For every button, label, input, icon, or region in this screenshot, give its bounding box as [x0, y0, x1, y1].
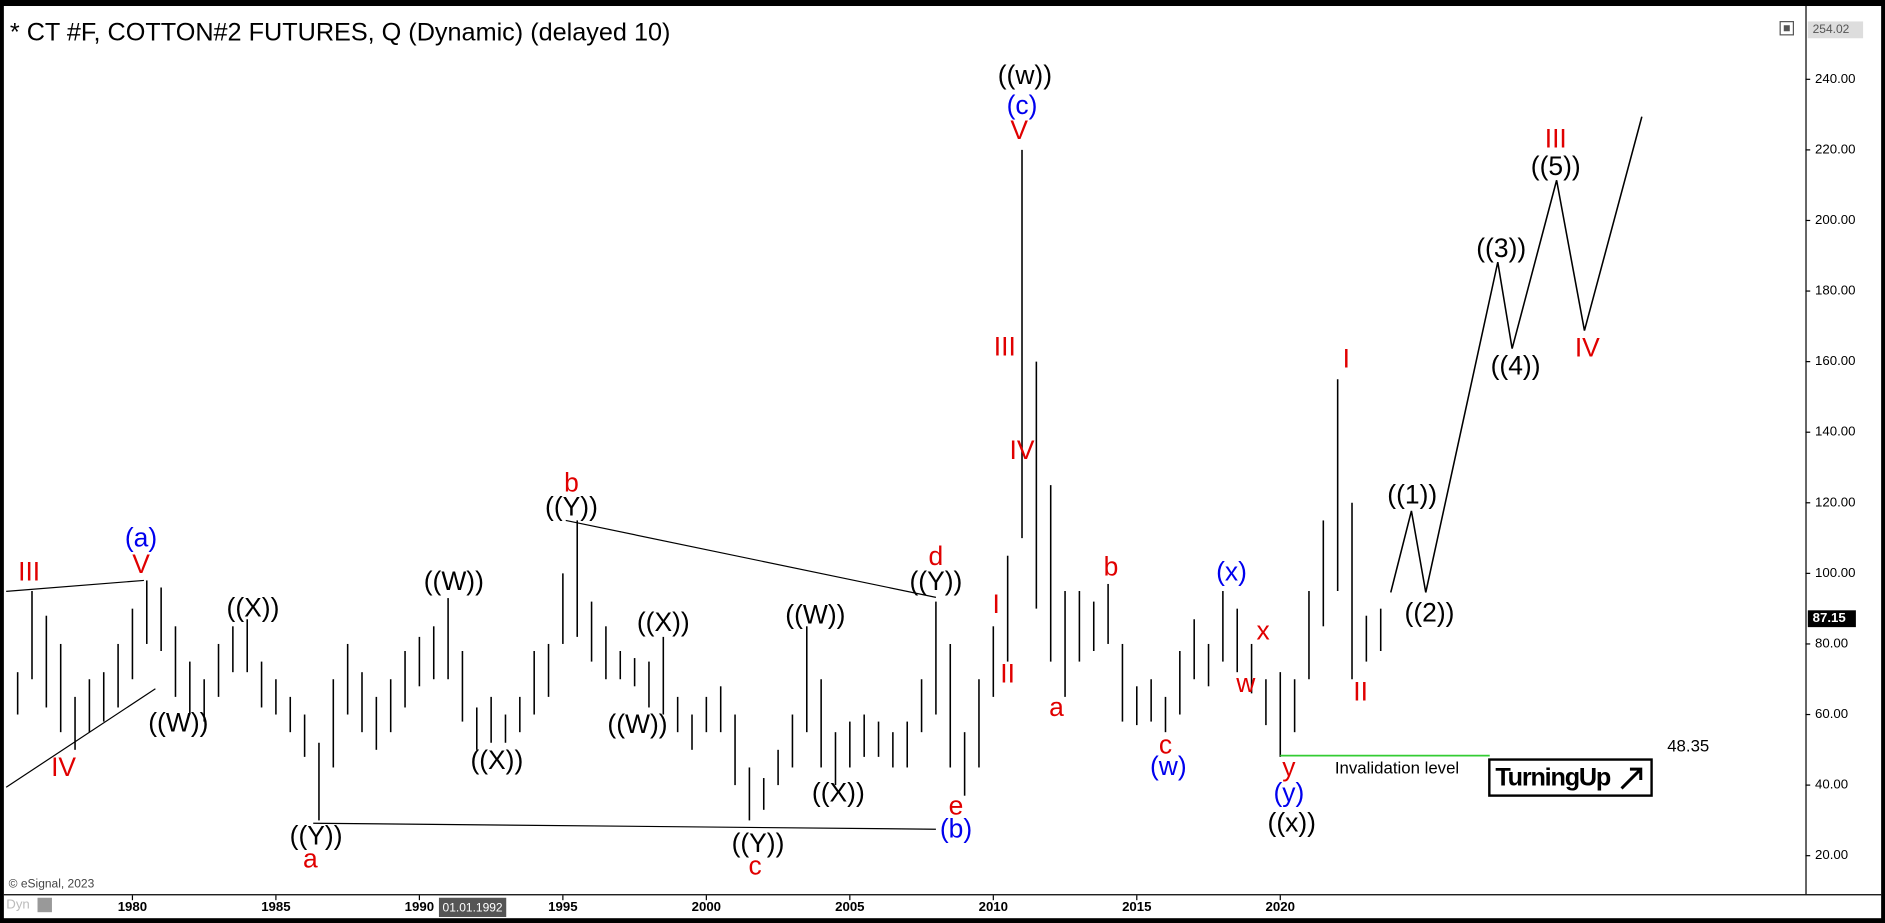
corner-label: Dyn [6, 896, 30, 911]
x-tick-label: 2000 [692, 899, 721, 914]
wave-label: II [1000, 658, 1015, 688]
y-tick-label: 60.00 [1815, 706, 1848, 721]
x-tick-label: 2015 [1122, 899, 1151, 914]
y-tick-label: 240.00 [1815, 71, 1855, 86]
trendline [5, 688, 156, 788]
chart-title: * CT #F, COTTON#2 FUTURES, Q (Dynamic) (… [10, 18, 671, 46]
x-tick-label: 1995 [548, 899, 577, 914]
y-tick-label: 20.00 [1815, 847, 1848, 862]
wave-label: ((w)) [998, 60, 1052, 90]
wave-label: b [564, 467, 579, 497]
wave-label: ((X)) [637, 607, 690, 637]
wave-label: ((Y)) [545, 491, 598, 521]
corner-icon [37, 897, 52, 913]
window-icon[interactable] [1779, 21, 1794, 36]
wave-label: I [993, 589, 1000, 619]
y-tick-label: 160.00 [1815, 353, 1855, 368]
logo: TurningUp [1488, 758, 1653, 797]
wave-label: II [1353, 676, 1368, 706]
y-tick-label: 200.00 [1815, 212, 1855, 227]
wave-label: ((W)) [424, 566, 484, 596]
trendline [565, 519, 937, 598]
x-tick-label: 2020 [1266, 899, 1295, 914]
wave-label: III [994, 332, 1016, 362]
window-icon-inner [1783, 25, 1790, 32]
trendline [6, 579, 144, 592]
y-tick-label: 140.00 [1815, 424, 1855, 439]
wave-label: IV [1575, 333, 1600, 363]
x-tick-label: 2010 [979, 899, 1008, 914]
wave-label: ((5)) [1531, 151, 1581, 181]
y-tick-label: 120.00 [1815, 494, 1855, 509]
source-note: © eSignal, 2023 [9, 877, 95, 891]
wave-label: y [1282, 752, 1296, 782]
wave-label: ((Y)) [732, 828, 785, 858]
wave-label: ((4)) [1491, 351, 1541, 381]
wave-label: c [749, 851, 762, 881]
wave-label: (w) [1150, 751, 1187, 781]
wave-label: ((3)) [1476, 233, 1526, 263]
wave-label: ((X)) [470, 745, 523, 775]
wave-label: IV [51, 752, 76, 782]
top-price-label: 254.02 [1813, 22, 1850, 36]
wave-label: b [1104, 551, 1119, 581]
top-price-box [1807, 21, 1864, 39]
wave-label: ((2)) [1405, 597, 1455, 627]
wave-label: V [1010, 115, 1028, 145]
wave-label: w [1235, 668, 1256, 698]
wave-label: ((W)) [607, 709, 667, 739]
last-price-label: 87.15 [1813, 610, 1846, 625]
y-tick-label: 100.00 [1815, 565, 1855, 580]
wave-label: x [1256, 615, 1269, 645]
wave-label: (a) [125, 522, 157, 552]
cursor-label-box [438, 897, 507, 917]
wave-label: ((x)) [1268, 808, 1316, 838]
wave-label: a [1049, 692, 1064, 722]
logo-text: TurningUp [1495, 763, 1611, 791]
cursor-label: 01.01.1992 [443, 901, 503, 915]
x-tick-label: 1990 [405, 899, 434, 914]
wave-projection [1389, 116, 1643, 593]
wave-label: (y) [1273, 778, 1304, 808]
wave-label: (b) [940, 814, 972, 844]
logo-arrow [1620, 767, 1643, 790]
wave-label: e [949, 791, 964, 821]
invalidation-label: Invalidation level [1335, 758, 1459, 777]
wave-label: ((X)) [812, 778, 865, 808]
wave-label: ((X)) [227, 592, 280, 622]
wave-label: ((1)) [1387, 479, 1437, 509]
wave-label: (c) [1007, 90, 1038, 120]
x-tick-label: 1985 [261, 899, 290, 914]
wave-label: III [1545, 124, 1567, 154]
invalidation-value: 48.35 [1667, 737, 1709, 756]
wave-label: d [929, 541, 944, 571]
y-tick-label: 220.00 [1815, 141, 1855, 156]
wave-label: (x) [1216, 556, 1247, 586]
logo-box [1488, 758, 1653, 797]
wave-label: I [1343, 344, 1350, 374]
last-price-box [1807, 610, 1856, 628]
wave-label: ((W)) [148, 708, 208, 738]
wave-label: III [18, 556, 40, 586]
y-tick-label: 40.00 [1815, 777, 1848, 792]
trendline [313, 822, 936, 830]
wave-label: a [303, 844, 318, 874]
wave-label: V [132, 549, 150, 579]
wave-label: c [1159, 730, 1172, 760]
y-tick-label: 80.00 [1815, 635, 1848, 650]
wave-label: ((Y)) [290, 821, 343, 851]
x-tick-label: 1980 [118, 899, 147, 914]
wave-label: IV [1010, 435, 1035, 465]
wave-label: ((W)) [785, 600, 845, 630]
x-tick-label: 2005 [835, 899, 864, 914]
y-tick-label: 180.00 [1815, 283, 1855, 298]
wave-label: ((Y)) [909, 566, 962, 596]
